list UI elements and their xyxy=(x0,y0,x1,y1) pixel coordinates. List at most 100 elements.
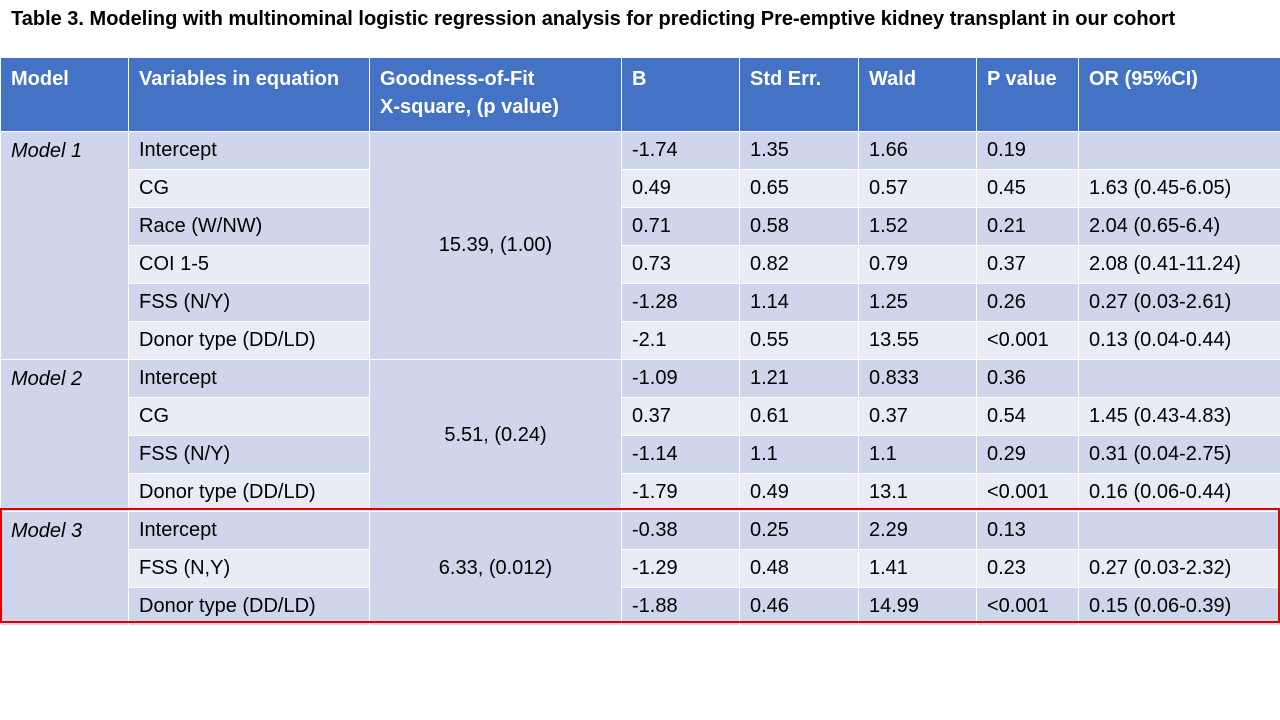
table-row: Race (W/NW) 0.71 0.58 1.52 0.21 2.04 (0.… xyxy=(1,207,1280,246)
b-cell: -2.1 xyxy=(621,321,740,360)
variable-cell: Intercept xyxy=(128,359,370,398)
variable-cell: FSS (N/Y) xyxy=(128,435,370,474)
variable-cell: FSS (N/Y) xyxy=(128,283,370,322)
wald-cell: 1.25 xyxy=(858,283,977,322)
b-cell: -1.14 xyxy=(621,435,740,474)
header-b: B xyxy=(621,57,740,132)
wald-cell: 0.37 xyxy=(858,397,977,436)
header-row: Model Variables in equation Goodness-of-… xyxy=(0,57,1280,132)
header-fit-line1: Goodness-of-Fit xyxy=(380,68,535,90)
std-err-cell: 0.58 xyxy=(739,207,859,246)
variable-cell: Donor type (DD/LD) xyxy=(128,321,370,360)
variable-cell: FSS (N,Y) xyxy=(128,549,370,588)
std-err-cell: 1.35 xyxy=(739,131,859,170)
or-ci-cell xyxy=(1078,511,1280,550)
variable-cell: CG xyxy=(128,169,370,208)
variable-cell: CG xyxy=(128,397,370,436)
p-value-cell: 0.36 xyxy=(976,359,1079,398)
model-label: Model 1 xyxy=(0,131,129,360)
header-std-err: Std Err. xyxy=(739,57,859,132)
p-value-cell: 0.54 xyxy=(976,397,1079,436)
or-ci-cell: 0.16 (0.06-0.44) xyxy=(1078,473,1280,512)
std-err-cell: 1.1 xyxy=(739,435,859,474)
wald-cell: 0.833 xyxy=(858,359,977,398)
header-fit-line2: X-square, (p value) xyxy=(380,96,559,118)
model-label: Model 3 xyxy=(0,511,129,626)
table-row: Donor type (DD/LD) -1.79 0.49 13.1 <0.00… xyxy=(1,473,1280,512)
std-err-cell: 0.25 xyxy=(739,511,859,550)
header-variables: Variables in equation xyxy=(128,57,370,132)
table-row: Donor type (DD/LD) -1.88 0.46 14.99 <0.0… xyxy=(1,587,1280,626)
header-or-ci: OR (95%CI) xyxy=(1078,57,1280,132)
std-err-cell: 1.14 xyxy=(739,283,859,322)
wald-cell: 1.52 xyxy=(858,207,977,246)
wald-cell: 2.29 xyxy=(858,511,977,550)
p-value-cell: <0.001 xyxy=(976,321,1079,360)
or-ci-cell: 0.15 (0.06-0.39) xyxy=(1078,587,1280,626)
p-value-cell: <0.001 xyxy=(976,587,1079,626)
header-goodness-of-fit: Goodness-of-Fit X-square, (p value) xyxy=(369,57,622,132)
variable-cell: Donor type (DD/LD) xyxy=(128,587,370,626)
table-title: Table 3. Modeling with multinominal logi… xyxy=(11,8,1176,30)
p-value-cell: <0.001 xyxy=(976,473,1079,512)
b-cell: 0.73 xyxy=(621,245,740,284)
std-err-cell: 0.61 xyxy=(739,397,859,436)
b-cell: -1.74 xyxy=(621,131,740,170)
b-cell: -1.88 xyxy=(621,587,740,626)
goodness-of-fit-cell: 15.39, (1.00) xyxy=(369,131,622,360)
table-row: Model 1 Intercept 15.39, (1.00) -1.74 1.… xyxy=(0,131,1280,360)
or-ci-cell: 0.13 (0.04-0.44) xyxy=(1078,321,1280,360)
regression-table: Model Variables in equation Goodness-of-… xyxy=(0,57,1280,626)
variable-cell: COI 1-5 xyxy=(128,245,370,284)
p-value-cell: 0.26 xyxy=(976,283,1079,322)
p-value-cell: 0.29 xyxy=(976,435,1079,474)
wald-cell: 1.66 xyxy=(858,131,977,170)
variable-cell: Race (W/NW) xyxy=(128,207,370,246)
wald-cell: 14.99 xyxy=(858,587,977,626)
table-row: Donor type (DD/LD) -2.1 0.55 13.55 <0.00… xyxy=(1,321,1280,360)
variable-cell: Donor type (DD/LD) xyxy=(128,473,370,512)
header-p-value: P value xyxy=(976,57,1079,132)
or-ci-cell: 0.31 (0.04-2.75) xyxy=(1078,435,1280,474)
variable-cell: Intercept xyxy=(128,511,370,550)
or-ci-cell: 0.27 (0.03-2.61) xyxy=(1078,283,1280,322)
b-cell: 0.71 xyxy=(621,207,740,246)
table-row: COI 1-5 0.73 0.82 0.79 0.37 2.08 (0.41-1… xyxy=(1,245,1280,284)
table-row: FSS (N,Y) -1.29 0.48 1.41 0.23 0.27 (0.0… xyxy=(1,549,1280,588)
b-cell: -1.79 xyxy=(621,473,740,512)
p-value-cell: 0.45 xyxy=(976,169,1079,208)
b-cell: -1.29 xyxy=(621,549,740,588)
table-row: CG 0.49 0.65 0.57 0.45 1.63 (0.45-6.05) xyxy=(1,169,1280,208)
p-value-cell: 0.23 xyxy=(976,549,1079,588)
std-err-cell: 0.46 xyxy=(739,587,859,626)
table-row: CG 0.37 0.61 0.37 0.54 1.45 (0.43-4.83) xyxy=(1,397,1280,436)
or-ci-cell: 0.27 (0.03-2.32) xyxy=(1078,549,1280,588)
p-value-cell: 0.19 xyxy=(976,131,1079,170)
or-ci-cell: 1.63 (0.45-6.05) xyxy=(1078,169,1280,208)
std-err-cell: 0.55 xyxy=(739,321,859,360)
header-wald: Wald xyxy=(858,57,977,132)
std-err-cell: 0.48 xyxy=(739,549,859,588)
std-err-cell: 0.65 xyxy=(739,169,859,208)
b-cell: -1.09 xyxy=(621,359,740,398)
or-ci-cell xyxy=(1078,359,1280,398)
wald-cell: 13.1 xyxy=(858,473,977,512)
p-value-cell: 0.13 xyxy=(976,511,1079,550)
or-ci-cell xyxy=(1078,131,1280,170)
std-err-cell: 0.49 xyxy=(739,473,859,512)
wald-cell: 1.41 xyxy=(858,549,977,588)
b-cell: -1.28 xyxy=(621,283,740,322)
table-row: Model 2 Intercept 5.51, (0.24) -1.09 1.2… xyxy=(0,359,1280,512)
wald-cell: 0.57 xyxy=(858,169,977,208)
model-label: Model 2 xyxy=(0,359,129,512)
wald-cell: 1.1 xyxy=(858,435,977,474)
table-row: Model 3 Intercept 6.33, (0.012) -0.38 0.… xyxy=(0,511,1280,626)
table-row: FSS (N/Y) -1.14 1.1 1.1 0.29 0.31 (0.04-… xyxy=(1,435,1280,474)
goodness-of-fit-cell: 6.33, (0.012) xyxy=(369,511,622,626)
b-cell: -0.38 xyxy=(621,511,740,550)
or-ci-cell: 2.04 (0.65-6.4) xyxy=(1078,207,1280,246)
wald-cell: 0.79 xyxy=(858,245,977,284)
or-ci-cell: 2.08 (0.41-11.24) xyxy=(1078,245,1280,284)
std-err-cell: 1.21 xyxy=(739,359,859,398)
or-ci-cell: 1.45 (0.43-4.83) xyxy=(1078,397,1280,436)
